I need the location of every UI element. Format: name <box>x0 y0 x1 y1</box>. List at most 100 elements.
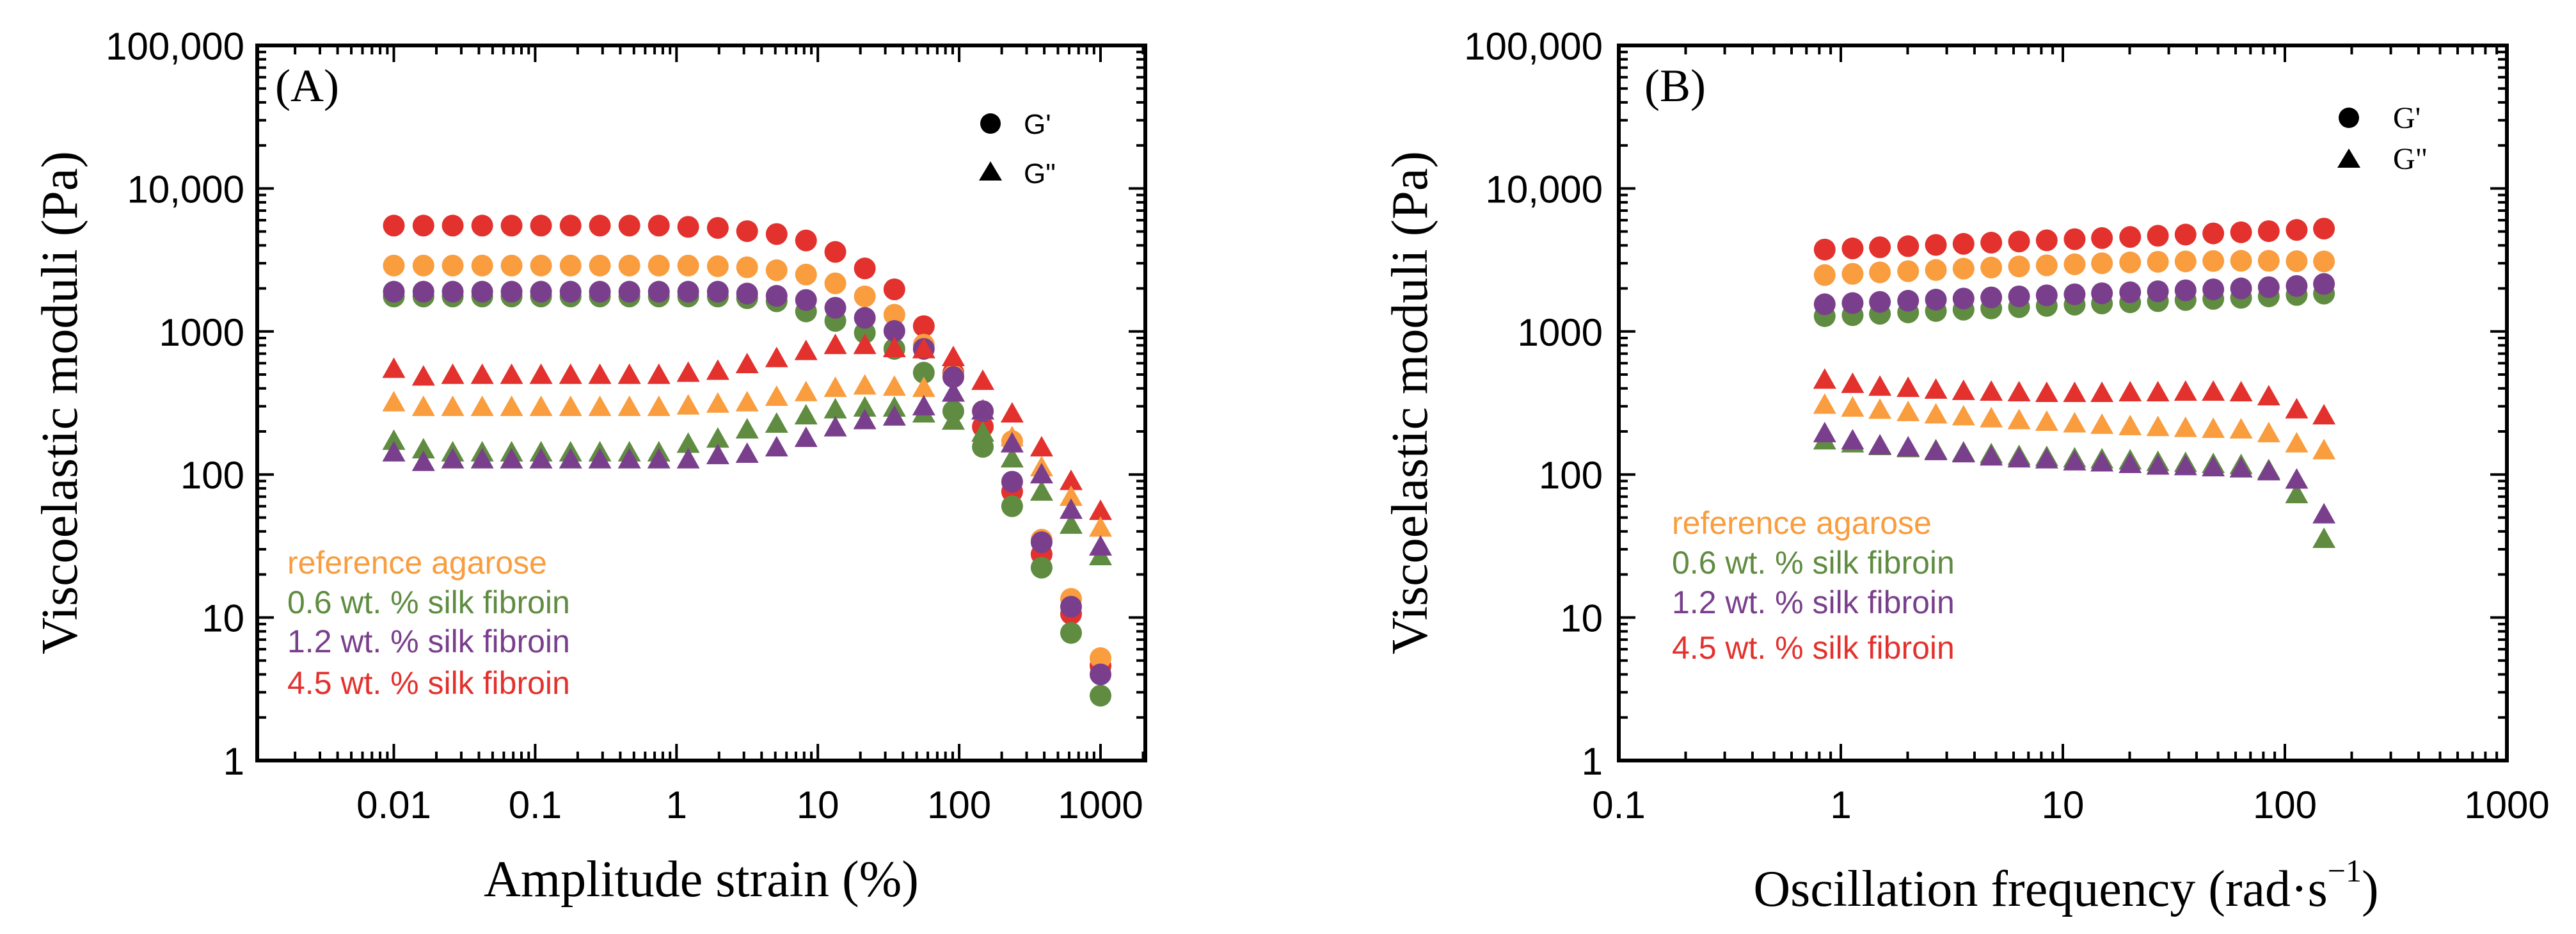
data-point-circle <box>2008 285 2030 307</box>
data-point-triangle <box>853 396 877 417</box>
data-point-circle <box>677 216 699 238</box>
data-point-circle <box>559 254 582 277</box>
series-silk_1_2-circle <box>1813 273 2335 316</box>
data-point-triangle <box>411 365 435 386</box>
data-point-triangle <box>1841 429 1864 450</box>
data-point-triangle <box>559 395 582 416</box>
data-point-circle <box>1925 259 1947 281</box>
data-point-triangle <box>853 374 877 395</box>
data-point-triangle <box>1952 379 1975 400</box>
data-point-triangle <box>382 429 406 450</box>
data-point-circle <box>2230 221 2252 243</box>
data-point-triangle <box>1868 375 1892 396</box>
data-point-triangle <box>1813 393 1836 414</box>
x-axis-title-main: Oscillation frequency (rad·s <box>1753 861 2327 917</box>
series-silk_1_2-triangle <box>1813 421 2336 524</box>
data-point-circle <box>1060 622 1082 644</box>
data-point-triangle <box>2285 431 2309 453</box>
data-point-circle <box>1869 291 1891 313</box>
data-point-triangle <box>2174 416 2197 437</box>
y-tick-label: 100,000 <box>1464 25 1603 68</box>
data-point-circle <box>471 214 493 237</box>
data-point-circle <box>795 229 817 252</box>
data-point-circle <box>912 315 935 337</box>
y-tick-label: 1 <box>1582 740 1603 783</box>
data-point-triangle <box>765 385 788 407</box>
data-point-triangle <box>2257 460 2280 481</box>
data-point-circle <box>2063 283 2086 305</box>
data-point-circle <box>795 289 817 311</box>
data-point-triangle <box>765 346 788 367</box>
data-point-circle <box>412 214 434 237</box>
data-point-circle <box>2257 276 2280 298</box>
data-point-circle <box>736 282 758 305</box>
panel-a-marker-legend: G' G" <box>979 109 1056 189</box>
data-point-triangle <box>2146 415 2170 437</box>
data-point-triangle <box>441 447 465 469</box>
x-tick-label: 0.1 <box>1592 784 1645 826</box>
data-point-triangle <box>617 395 641 416</box>
data-point-triangle <box>1000 402 1024 423</box>
data-point-circle <box>1952 257 1975 280</box>
x-tick-label: 10 <box>2042 784 2085 826</box>
data-point-triangle <box>617 363 641 384</box>
data-point-triangle <box>588 395 612 416</box>
data-point-triangle <box>676 432 700 453</box>
panel-b-marker-legend: G' G" <box>2337 101 2428 176</box>
data-point-triangle <box>2285 468 2309 489</box>
data-point-circle <box>471 280 493 303</box>
legend-g-prime-label: G' <box>1024 109 1051 140</box>
data-point-triangle <box>411 438 435 459</box>
data-point-triangle <box>470 447 494 469</box>
data-point-circle <box>1897 235 1920 257</box>
data-point-triangle <box>2090 413 2114 434</box>
x-tick-label: 100 <box>927 784 991 826</box>
data-point-circle <box>2286 275 2308 297</box>
data-point-circle <box>500 254 523 277</box>
data-point-triangle <box>735 442 759 463</box>
data-point-circle <box>2174 279 2197 302</box>
data-point-circle <box>736 220 758 243</box>
y-tick-label: 100 <box>1539 454 1603 497</box>
data-point-circle <box>765 223 788 245</box>
data-point-triangle <box>1896 400 1920 421</box>
data-point-circle <box>1841 238 1864 260</box>
data-point-triangle <box>2063 382 2087 403</box>
data-point-circle <box>736 256 758 278</box>
data-point-triangle <box>2285 398 2309 419</box>
data-point-triangle <box>2202 417 2225 439</box>
data-point-triangle <box>588 363 612 384</box>
data-point-triangle <box>706 359 729 380</box>
data-point-circle <box>2091 282 2113 305</box>
y-tick-label: 1 <box>223 740 244 783</box>
data-point-circle <box>1869 261 1891 284</box>
data-point-triangle <box>441 395 465 416</box>
data-point-circle <box>500 214 523 237</box>
legend-circle-icon <box>980 113 1001 134</box>
data-point-circle <box>912 362 935 384</box>
data-point-triangle <box>1924 439 1948 460</box>
data-point-triangle <box>411 395 435 416</box>
data-point-triangle <box>1980 445 2003 466</box>
data-point-triangle <box>2229 381 2253 402</box>
data-point-triangle <box>529 395 553 416</box>
data-point-circle <box>559 280 582 303</box>
legend-circle-icon <box>2339 108 2359 128</box>
data-point-circle <box>1897 289 1920 312</box>
data-point-circle <box>2174 250 2197 273</box>
data-point-triangle <box>1030 480 1053 501</box>
legend-reference-agarose: reference agarose <box>1672 505 1932 541</box>
data-point-triangle <box>823 376 847 398</box>
data-point-triangle <box>2035 447 2058 469</box>
data-point-triangle <box>382 391 406 412</box>
panel-a: 0.01 0.1 1 10 100 1000 1 10 100 1000 10,000 100,000… <box>32 25 1147 908</box>
data-point-circle <box>1813 264 1836 286</box>
y-tick-label: 1000 <box>159 311 244 354</box>
data-point-triangle <box>2146 454 2170 475</box>
data-point-triangle <box>1841 396 1864 417</box>
data-point-circle <box>2008 255 2030 278</box>
data-point-circle <box>795 263 817 286</box>
data-point-circle <box>1813 238 1836 261</box>
data-point-triangle <box>2119 452 2142 473</box>
